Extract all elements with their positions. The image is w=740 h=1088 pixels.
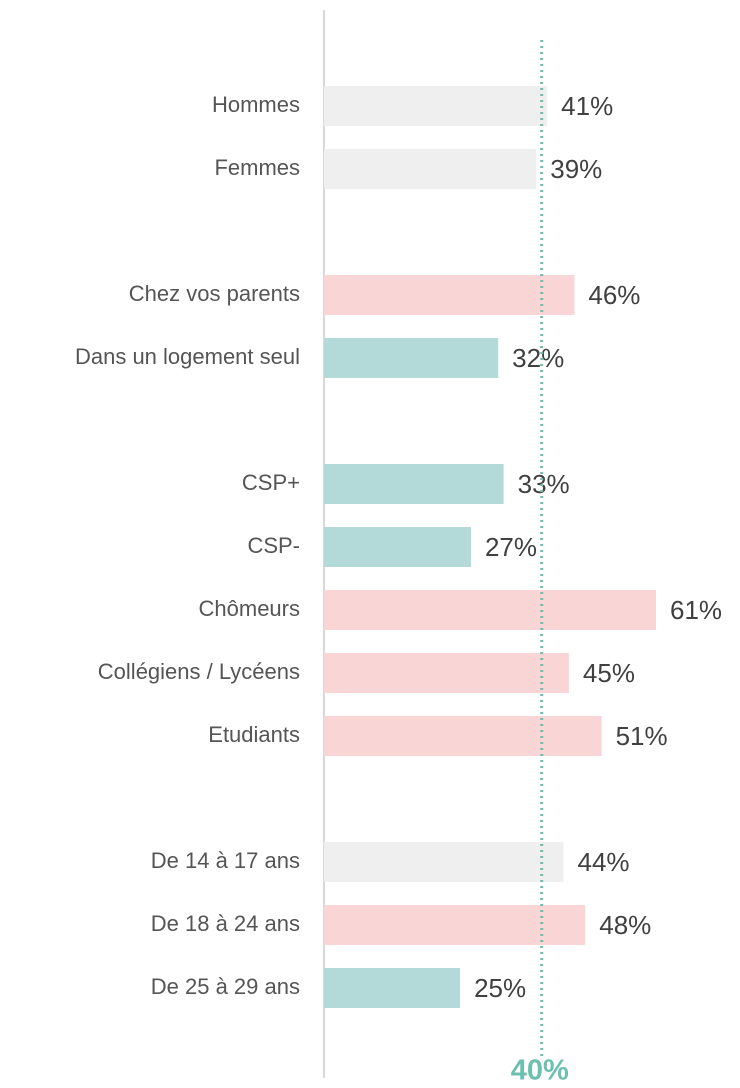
value-label: 32% [512, 343, 564, 373]
category-label: De 18 à 24 ans [151, 911, 300, 936]
value-label: 46% [588, 280, 640, 310]
value-label: 51% [616, 721, 668, 751]
bar [324, 86, 548, 126]
bar [324, 590, 657, 630]
category-label: De 25 à 29 ans [151, 974, 300, 999]
bar [324, 338, 499, 378]
value-label: 25% [474, 973, 526, 1003]
reference-label: 40% [511, 1055, 569, 1087]
value-label: 61% [670, 595, 722, 625]
bar [324, 653, 569, 693]
value-label: 33% [518, 469, 570, 499]
category-label: CSP- [247, 533, 300, 558]
bar [324, 905, 586, 945]
category-label: Chômeurs [199, 596, 300, 621]
category-label: Collégiens / Lycéens [98, 659, 300, 684]
value-label: 27% [485, 532, 537, 562]
value-label: 41% [561, 91, 613, 121]
bar [324, 716, 602, 756]
category-label: Dans un logement seul [75, 344, 300, 369]
category-label: De 14 à 17 ans [151, 848, 300, 873]
value-label: 39% [550, 154, 602, 184]
category-label: Femmes [214, 155, 300, 180]
category-label: Etudiants [208, 722, 300, 747]
bar [324, 968, 461, 1008]
bar [324, 464, 504, 504]
bar [324, 842, 564, 882]
value-label: 48% [599, 910, 651, 940]
category-label: CSP+ [242, 470, 300, 495]
category-label: Hommes [212, 92, 300, 117]
value-label: 44% [577, 847, 629, 877]
category-label: Chez vos parents [129, 281, 300, 306]
bar [324, 275, 575, 315]
value-label: 45% [583, 658, 635, 688]
bar [324, 149, 537, 189]
bar [324, 527, 471, 567]
